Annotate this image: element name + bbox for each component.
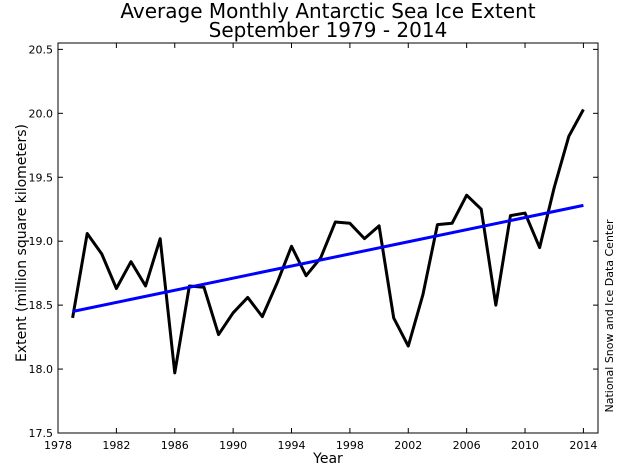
x-tick-label: 2006 — [453, 439, 481, 452]
x-tick-label: 1978 — [44, 439, 72, 452]
x-tick-label: 2010 — [511, 439, 539, 452]
series-layer — [71, 108, 585, 375]
x-tick-label: 1998 — [336, 439, 364, 452]
x-tick-label: 1994 — [278, 439, 306, 452]
y-axis-label: Extent (million square kilometers) — [14, 124, 30, 362]
credit-text: National Snow and Ice Data Center — [603, 219, 616, 413]
x-tick-label: 1982 — [102, 439, 130, 452]
y-tick-label: 18.5 — [29, 299, 54, 312]
plot-frame — [57, 42, 599, 434]
y-tick-label: 19.5 — [29, 171, 54, 184]
y-tick-label: 19.0 — [29, 235, 54, 248]
chart-subtitle: September 1979 - 2014 — [209, 18, 448, 42]
x-tick-label: 2002 — [394, 439, 422, 452]
x-tick-label: 1990 — [219, 439, 247, 452]
y-tick-label: 20.5 — [29, 43, 54, 56]
y-tick-label: 17.5 — [29, 427, 54, 440]
x-tick-label: 1986 — [161, 439, 189, 452]
x-tick-label: 2014 — [569, 439, 597, 452]
ticks-layer: 1978 1982 1986 1990 1994 1998 2002 2006 2010 2014… — [29, 43, 598, 452]
trend-line — [72, 203, 584, 313]
y-tick-label: 20.0 — [29, 107, 54, 120]
y-tick-label: 18.0 — [29, 363, 54, 376]
extent-series-line — [71, 108, 585, 375]
x-axis-label: Year — [312, 451, 343, 465]
chart-title: Average Monthly Antarctic Sea Ice Extent — [120, 0, 535, 23]
